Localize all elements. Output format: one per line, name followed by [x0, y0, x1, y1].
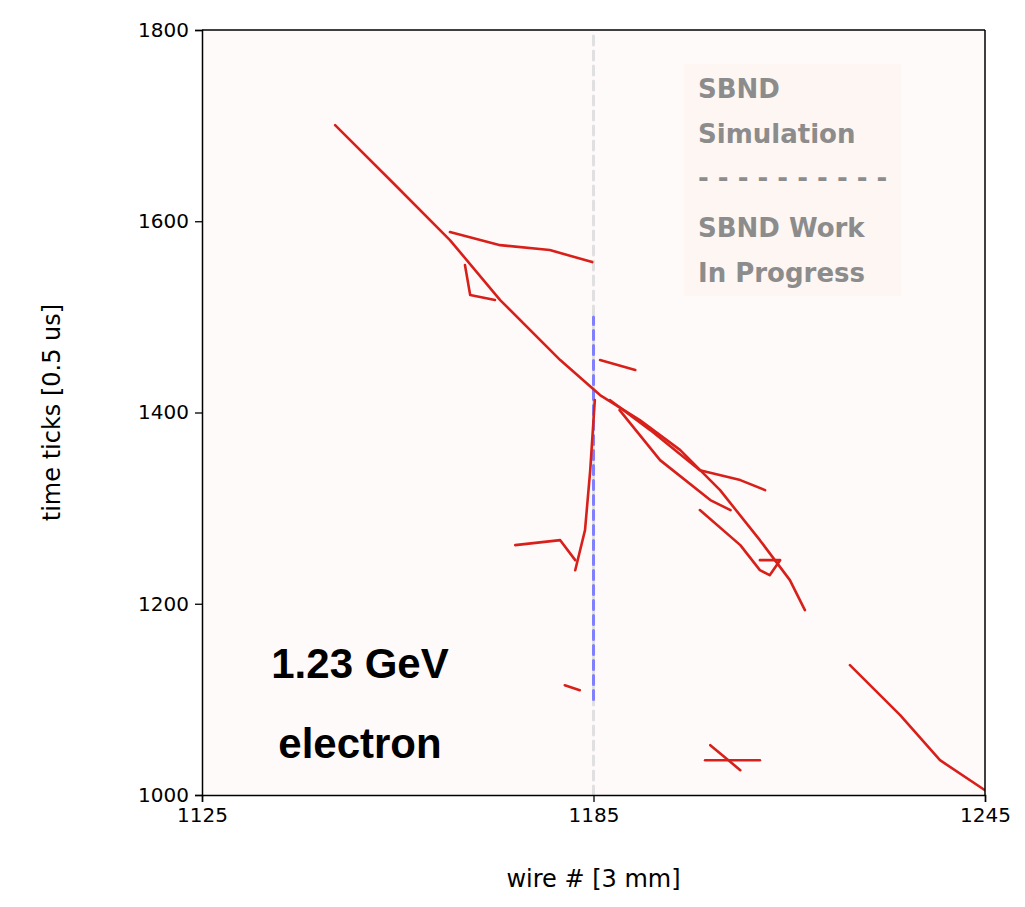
track: [610, 400, 765, 490]
tick: 1245: [960, 795, 1011, 827]
track: [850, 665, 985, 790]
watermark: SBND Simulation - - - - - - - - - - SBND Wo…: [684, 64, 901, 296]
annotation: 1.23 GeV: [271, 640, 448, 687]
tick-label: 1200: [138, 592, 189, 616]
tick: 1000: [138, 783, 202, 807]
track: [705, 759, 760, 762]
watermark-box: [684, 64, 901, 296]
tick: 1800: [138, 18, 202, 42]
chart: SBND Simulation - - - - - - - - - - SBND Wo…: [0, 0, 1025, 907]
track: [465, 265, 495, 300]
tick-label: 1185: [569, 803, 620, 827]
tick-label: 1400: [138, 400, 189, 424]
x-axis: 112511851245: [177, 795, 1011, 827]
tick: 1400: [138, 400, 202, 424]
reference-line: [592, 317, 595, 700]
tick-label: 1000: [138, 783, 189, 807]
tick: 1600: [138, 209, 202, 233]
tick: 1200: [138, 592, 202, 616]
watermark-text: Simulation: [698, 119, 855, 149]
axis-line: [203, 796, 986, 803]
tick-mark: [195, 221, 202, 222]
tick-mark: [195, 604, 202, 605]
tick-label: 1600: [138, 209, 189, 233]
track: [710, 745, 740, 770]
watermark-text: - - - - - - - - - -: [698, 163, 887, 193]
track: [515, 540, 575, 560]
track: [600, 360, 635, 370]
plot: SBND Simulation - - - - - - - - - - SBND Wo…: [138, 18, 1011, 827]
y-axis: 1000 1200 1400 1600 1800: [138, 18, 202, 807]
tick-mark: [195, 412, 202, 413]
watermark-text: In Progress: [698, 258, 865, 288]
y-axis-title: time ticks [0.5 us]: [38, 304, 66, 521]
tick-mark: [985, 795, 986, 802]
frame: [984, 30, 986, 795]
tick-mark: [195, 795, 202, 796]
track: [575, 400, 595, 570]
tick-mark: [593, 795, 594, 802]
tick: 1185: [569, 795, 620, 827]
watermark-text: SBND Work: [698, 213, 865, 243]
plot-background: [202, 30, 985, 795]
watermark-text: SBND: [698, 74, 780, 104]
axis-line: [195, 31, 203, 796]
frame: [202, 29, 985, 31]
track: [450, 232, 592, 262]
track: [700, 510, 780, 575]
track: [565, 685, 580, 690]
x-axis-title: wire # [3 mm]: [506, 865, 680, 893]
track: [620, 410, 731, 510]
tick-label: 1800: [138, 18, 189, 42]
tick-mark: [195, 30, 202, 31]
tick-label: 1245: [960, 803, 1011, 827]
annotation: electron: [278, 720, 441, 767]
